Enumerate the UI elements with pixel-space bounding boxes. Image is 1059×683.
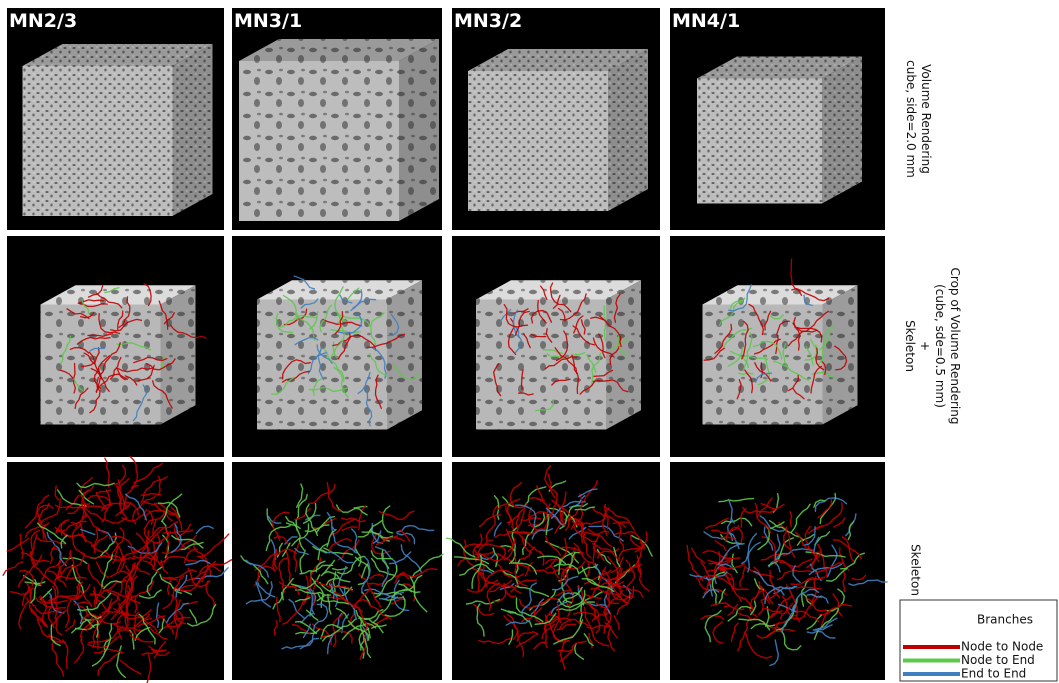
cube-texture (239, 61, 399, 221)
cube-texture (823, 285, 858, 424)
column-title: MN3/2 (454, 10, 522, 32)
panel (452, 236, 660, 457)
figure: MN2/3 MN3/1 MN3/2 MN4/1 Volume Renderingcub… (0, 0, 1059, 683)
legend-title: Branches (977, 613, 1033, 627)
legend-label: Node to End (961, 653, 1035, 667)
panels: MN2/3 MN3/1 MN3/2 MN4/1 (3, 8, 887, 683)
cube-texture (399, 39, 439, 221)
panel (7, 236, 224, 457)
row-label-group: Volume Renderingcube, side=2.0 mm (904, 60, 933, 178)
cube-texture (468, 71, 608, 211)
panel: MN3/2 (452, 8, 660, 230)
legend-label: Node to Node (961, 640, 1043, 654)
cube-texture (161, 285, 196, 424)
row-labels: Volume Renderingcube, side=2.0 mm Crop of… (903, 60, 962, 596)
panel: MN3/1 (232, 8, 442, 230)
panel (3, 457, 236, 683)
panel (232, 462, 443, 680)
legend: Branches Node to NodeNode to EndEnd to E… (900, 600, 1057, 681)
cube-texture (387, 280, 422, 429)
panel: MN4/1 (670, 8, 885, 230)
panel-background (232, 462, 442, 680)
panel (447, 462, 660, 680)
panel: MN2/3 (7, 8, 224, 230)
panel (232, 236, 442, 457)
column-title: MN2/3 (9, 10, 77, 32)
cube-texture (23, 66, 173, 216)
cube-texture (608, 49, 648, 211)
row-label: Skeleton (909, 544, 923, 596)
row-label: + (918, 341, 932, 351)
row-label: Crop of Volume Rendering (948, 268, 962, 425)
row-label: (cube, sde=0.5 mm) (933, 284, 947, 408)
row-label: cube, side=2.0 mm (904, 60, 918, 178)
row-label-group: Crop of Volume Rendering(cube, sde=0.5 m… (903, 268, 962, 425)
column-title: MN4/1 (672, 10, 740, 32)
skeleton-branch (790, 512, 791, 527)
panel (670, 236, 885, 457)
row-label: Volume Rendering (919, 64, 933, 174)
cube-texture (822, 57, 862, 204)
panel (670, 462, 887, 680)
column-title: MN3/1 (234, 10, 302, 32)
row-label: Skeleton (903, 320, 917, 372)
cube-texture (697, 79, 822, 204)
row-label-group: Skeleton (909, 544, 923, 596)
cube-texture (173, 44, 213, 216)
legend-label: End to End (961, 667, 1026, 681)
